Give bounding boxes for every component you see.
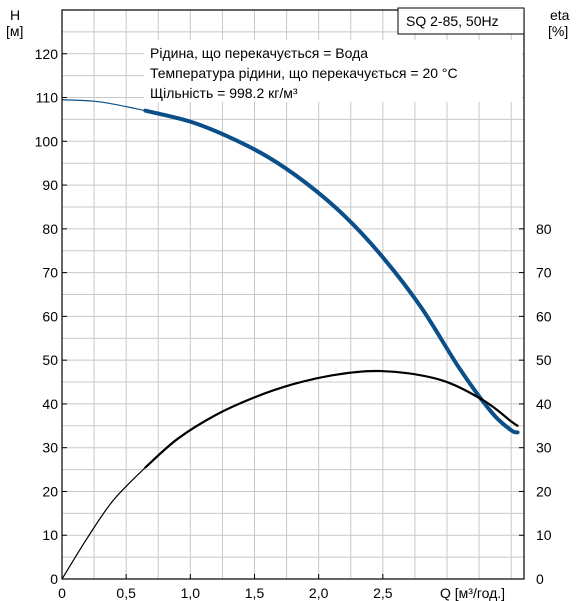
left-tick-label: 10 [42,527,58,543]
right-tick-label: 30 [536,440,552,456]
right-tick-label: 10 [536,527,552,543]
right-tick-label: 70 [536,265,552,281]
left-tick-label: 110 [36,90,59,106]
right-tick-label: 40 [536,396,552,412]
left-tick-label: 120 [35,46,59,62]
x-tick-label: 0,5 [116,585,136,601]
left-tick-label: 50 [42,352,58,368]
head-curve [145,111,517,433]
head-curve-thin [62,100,145,111]
left-axis-label: H [10,7,20,23]
left-axis-unit: [м] [6,23,23,39]
left-tick-label: 30 [42,440,58,456]
x-tick-label: 1,0 [181,585,201,601]
right-tick-label: 20 [536,483,552,499]
chart-title: SQ 2-85, 50Hz [406,13,499,29]
x-tick-label: 2,5 [373,585,393,601]
right-tick-label: 50 [536,352,552,368]
annotation-fluid: Рідина, що перекачується = Вода [150,45,368,61]
axis-ticks: 0 0,5 1,0 1,5 2,0 2,5010203040506070809010011… [35,46,552,601]
left-tick-label: 40 [42,396,58,412]
right-axis-unit: [%] [548,23,568,39]
left-tick-label: 20 [42,483,58,499]
left-tick-label: 80 [42,221,58,237]
efficiency-curve-thin [62,467,145,579]
right-tick-label: 80 [536,221,552,237]
left-tick-label: 100 [35,133,59,149]
efficiency-curve [145,371,517,467]
left-tick-label: 90 [42,177,58,193]
right-axis-label: eta [550,7,570,23]
left-tick-label: 70 [42,265,58,281]
x-axis-label: Q [м³/год.] [440,585,505,601]
chart-title-box: SQ 2-85, 50Hz [398,8,524,34]
annotation-density: Щільність = 998.2 кг/м³ [150,85,298,101]
annotation-temperature: Температура рідини, що перекачується = 2… [150,65,458,81]
x-tick-label: 0 [58,585,66,601]
right-tick-label: 0 [536,571,544,587]
left-tick-label: 0 [50,571,58,587]
x-tick-label: 1,5 [245,585,265,601]
chart-series [62,100,518,579]
x-tick-label: 2,0 [309,585,329,601]
right-tick-label: 60 [536,308,552,324]
left-tick-label: 60 [42,308,58,324]
